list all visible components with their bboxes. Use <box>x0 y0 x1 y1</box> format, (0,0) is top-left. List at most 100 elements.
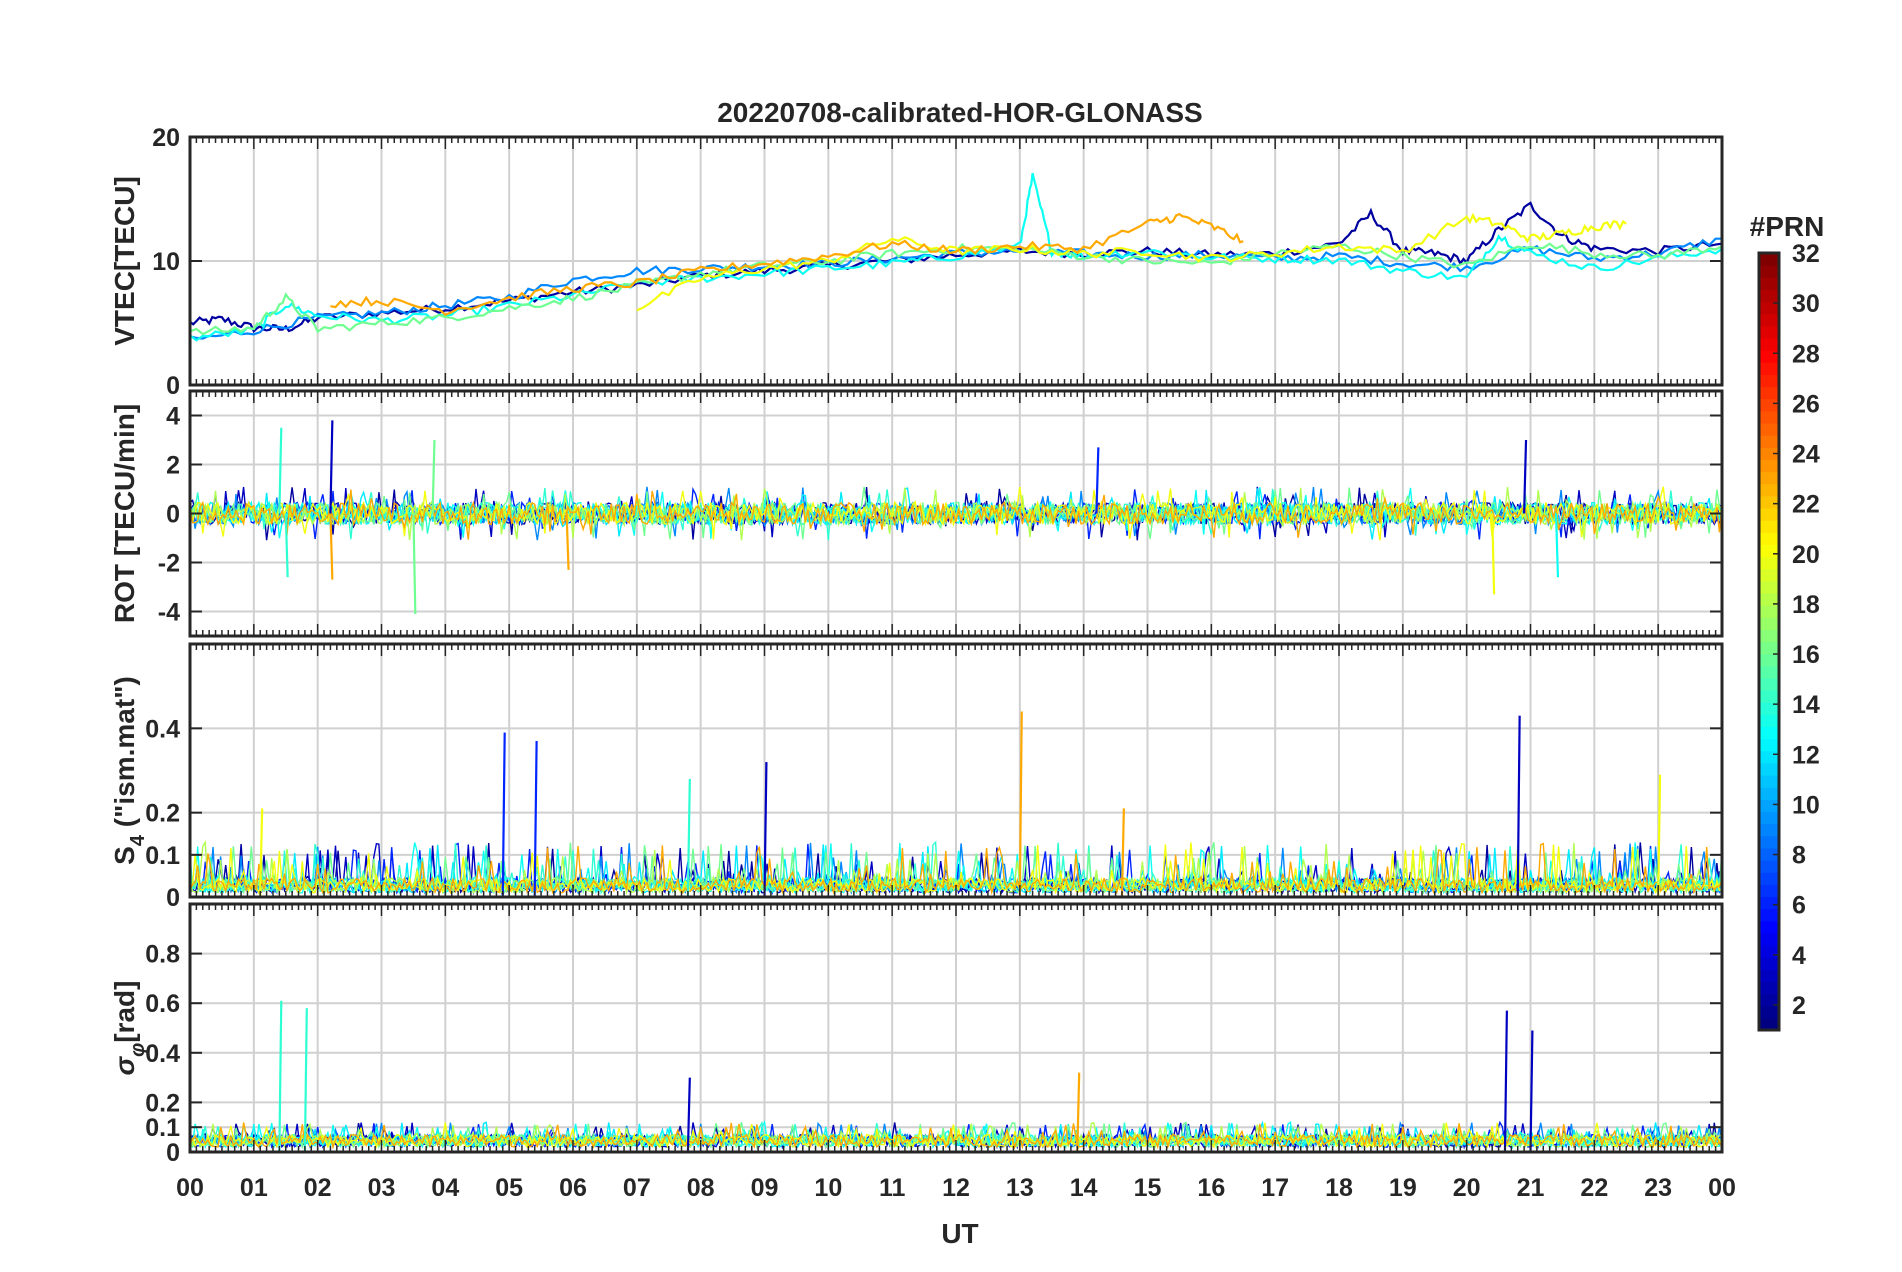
colorbar-step <box>1759 435 1779 448</box>
x-tick-label: 03 <box>368 1174 396 1202</box>
colorbar-step <box>1759 665 1779 679</box>
colorbar-step <box>1759 398 1779 412</box>
colorbar-step <box>1759 483 1779 497</box>
panel-3: 0 0.1 0.2 0.4S4 ("ism.mat") <box>109 642 1724 912</box>
y-tick-label: -2 <box>158 550 180 578</box>
colorbar-tick-label: 8 <box>1792 842 1806 870</box>
spike-prn-14 <box>278 1000 283 1152</box>
panel-1: 0 10 20 VTEC[TECU] <box>109 124 1724 400</box>
colorbar-tick-label: 24 <box>1792 441 1820 469</box>
x-tick-label: 15 <box>1134 1174 1162 1202</box>
colorbar-step <box>1759 605 1779 618</box>
x-tick-label: 19 <box>1389 1174 1417 1202</box>
colorbar-tick-label: 28 <box>1792 340 1820 368</box>
colorbar-step <box>1759 762 1779 776</box>
trace-prn-20 <box>190 486 1722 541</box>
spike-prn-3 <box>686 1077 691 1152</box>
colorbar-step <box>1759 277 1779 291</box>
colorbar-step <box>1759 592 1779 606</box>
y-tick-label: 0.6 <box>145 990 180 1018</box>
colorbar-tick-label: 22 <box>1792 491 1820 519</box>
series-line-prn-23 <box>330 212 1244 317</box>
colorbar-step <box>1759 896 1779 910</box>
y-tick-label: 0.1 <box>145 842 180 870</box>
x-tick-label: 23 <box>1644 1174 1672 1202</box>
y-tick-label: 0.8 <box>145 941 180 969</box>
colorbar-step <box>1759 422 1779 436</box>
data-layer <box>190 420 1722 614</box>
y-tick-label: 0 <box>166 884 180 912</box>
y-tick-label: 0.1 <box>145 1114 180 1142</box>
spike-prn-23 <box>329 513 334 580</box>
colorbar-step <box>1759 544 1779 558</box>
spike-prn-20 <box>1491 513 1496 595</box>
colorbar-step <box>1759 507 1779 521</box>
x-axis-label: UT <box>941 1218 978 1249</box>
x-tick-label: 07 <box>623 1174 651 1202</box>
colorbar-step <box>1759 945 1779 958</box>
colorbar-step <box>1759 447 1779 460</box>
spike-prn-3 <box>1529 1030 1534 1152</box>
colorbar-step <box>1759 350 1779 363</box>
y-tick-label: 10 <box>152 248 180 276</box>
colorbar-step <box>1759 714 1779 728</box>
colorbar-step <box>1759 410 1779 424</box>
colorbar-step <box>1759 471 1779 485</box>
y-tick-label: -4 <box>158 599 180 627</box>
colorbar-step <box>1759 653 1779 667</box>
colorbar-tick-label: 16 <box>1792 641 1820 669</box>
y-axis-label: S4 ("ism.mat") <box>109 676 149 865</box>
x-tick-label: 02 <box>304 1174 332 1202</box>
y-tick-label: 2 <box>166 452 180 480</box>
spike-prn-23 <box>1018 711 1023 897</box>
x-tick-label: 18 <box>1325 1174 1353 1202</box>
colorbar-step <box>1759 738 1779 752</box>
colorbar-step <box>1759 702 1779 715</box>
colorbar-step <box>1759 520 1779 533</box>
spike-prn-6 <box>501 732 506 897</box>
colorbar-step <box>1759 253 1779 266</box>
y-tick-label: 0.4 <box>145 715 180 743</box>
colorbar-tick-label: 26 <box>1792 390 1820 418</box>
spike-prn-3 <box>1523 439 1528 514</box>
colorbar-step <box>1759 556 1779 570</box>
x-tick-label: 08 <box>687 1174 715 1202</box>
colorbar-tick-label: 4 <box>1792 942 1806 970</box>
colorbar-step <box>1759 301 1779 315</box>
colorbar-step <box>1759 811 1779 825</box>
colorbar-step <box>1759 932 1779 946</box>
spike-prn-14 <box>686 778 691 897</box>
spike-prn-16 <box>431 439 436 514</box>
spike-prn-20 <box>1657 774 1662 897</box>
spike-prn-20 <box>259 808 264 897</box>
spike-prn-3 <box>763 762 768 897</box>
spike-prn-23 <box>565 513 570 570</box>
colorbar-step <box>1759 981 1779 995</box>
spike-prn-6 <box>1095 447 1100 514</box>
chart-title: 20220708-calibrated-HOR-GLONASS <box>717 97 1203 128</box>
colorbar-step <box>1759 629 1779 643</box>
colorbar-step <box>1759 568 1779 582</box>
colorbar-step <box>1759 872 1779 885</box>
colorbar-tick-label: 6 <box>1792 892 1806 920</box>
series-line-prn-20 <box>636 212 1627 312</box>
x-tick-label: 17 <box>1261 1174 1289 1202</box>
colorbar-step <box>1759 617 1779 630</box>
spike-prn-13 <box>1554 513 1560 578</box>
colorbar-title: #PRN <box>1750 211 1825 242</box>
y-axis-label: VTEC[TECU] <box>109 176 140 346</box>
x-tick-label: 21 <box>1517 1174 1545 1202</box>
colorbar-step <box>1759 1005 1779 1019</box>
colorbar-step <box>1759 799 1779 813</box>
colorbar-step <box>1759 860 1779 873</box>
colorbar-step <box>1759 386 1779 400</box>
x-tick-label: 09 <box>751 1174 779 1202</box>
data-layer <box>190 172 1722 342</box>
colorbar-step <box>1759 580 1779 594</box>
x-tick-label: 00 <box>1708 1174 1736 1202</box>
x-tick-label: 16 <box>1197 1174 1225 1202</box>
series-line-prn-16 <box>190 242 1722 336</box>
colorbar-step <box>1759 835 1779 849</box>
